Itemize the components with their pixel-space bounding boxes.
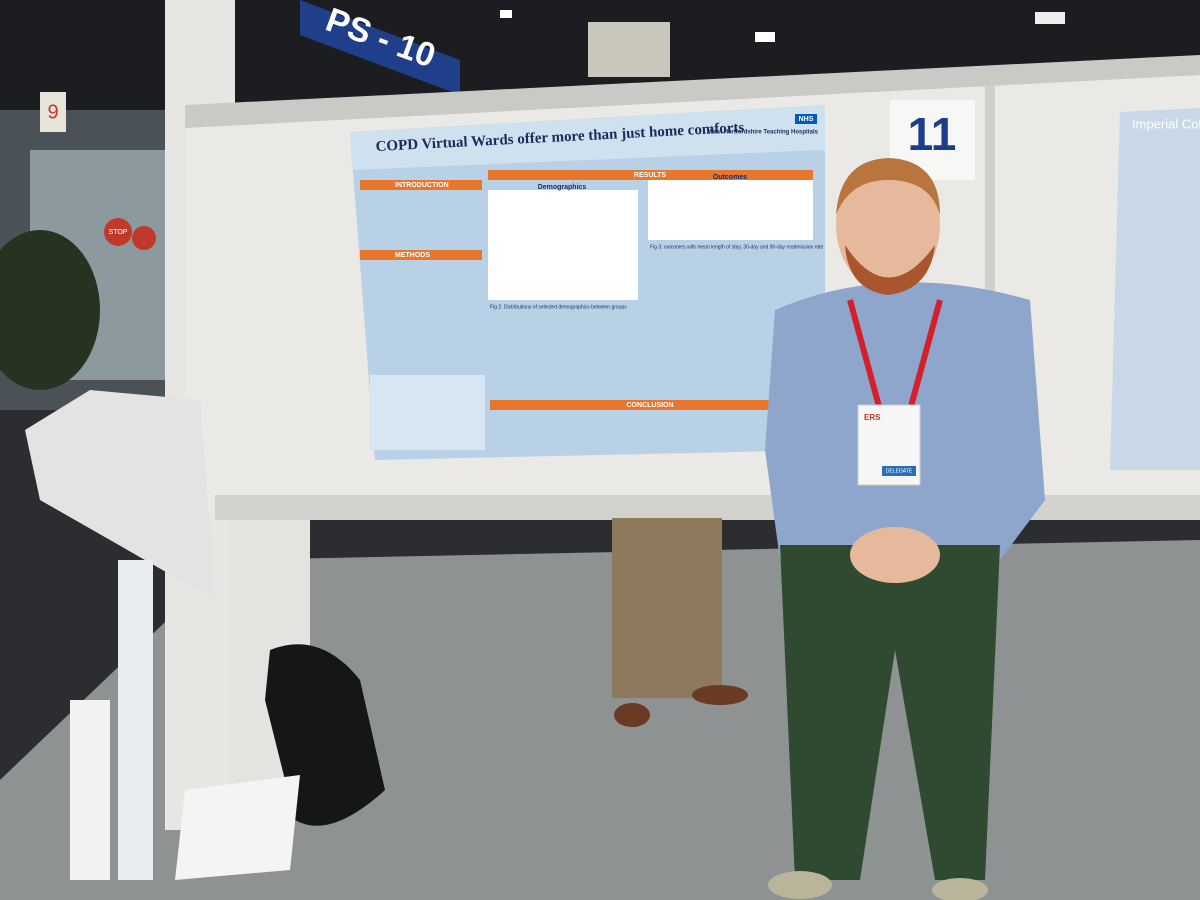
face (836, 159, 940, 291)
board-bottom-rail (215, 495, 1200, 520)
section-heading: INTRODUCTION (395, 182, 449, 189)
shoe (932, 878, 988, 900)
figure-caption: Fig 2. Distributions of selected demogra… (490, 304, 627, 310)
board-number: 11 (908, 108, 957, 160)
booth-sign (300, 0, 460, 95)
trousers (780, 545, 1000, 880)
badge-role-bar (882, 466, 916, 476)
section-heading: CONCLUSION (626, 402, 673, 409)
shoe (692, 685, 748, 705)
badge-role: DELEGATE (886, 468, 913, 474)
nhs-logo-text: NHS (799, 116, 814, 123)
neighbor-title: Imperial College London (1132, 116, 1200, 131)
plastic-sheet (25, 390, 215, 600)
neighbor-poster (1110, 108, 1200, 470)
stop-text: STOP (109, 229, 128, 236)
plant (0, 230, 100, 390)
section-heading: RESULTS (634, 172, 666, 179)
shoe (614, 703, 650, 727)
section-bar (360, 180, 482, 190)
ceiling-light (500, 10, 512, 18)
hair (836, 158, 940, 215)
lanyard (847, 299, 943, 411)
column-number: 9 (47, 101, 58, 123)
poster-tube (70, 700, 110, 880)
stop-sign (132, 226, 156, 250)
figure-caption: Fig 3: outcomes with mean length of stay… (650, 244, 824, 250)
section-heading: METHODS (395, 252, 430, 259)
beard (845, 245, 935, 295)
section-bar (488, 170, 813, 180)
figure (488, 190, 638, 300)
badge-org: ERS (864, 413, 881, 422)
column-sign (40, 92, 66, 132)
ceiling-light (1035, 12, 1065, 24)
section-bar (360, 250, 482, 260)
pathway-diagram (370, 375, 485, 450)
figure-heading: Demographics (538, 184, 587, 191)
nhs-logo (795, 114, 817, 124)
bag (175, 775, 300, 880)
poster-header (350, 105, 825, 170)
poster-tube (118, 560, 153, 880)
board-rail (185, 55, 1200, 128)
figure (648, 180, 813, 240)
trousers (612, 518, 722, 698)
figure-heading: Outcomes (713, 174, 747, 181)
poster-org: West Hertfordshire Teaching Hospitals (708, 130, 819, 136)
hands (850, 527, 940, 583)
ceiling-light (755, 32, 775, 42)
section-bar (490, 400, 815, 410)
ceiling-box (588, 22, 670, 77)
shoe (768, 871, 832, 899)
stop-sign (104, 218, 132, 246)
